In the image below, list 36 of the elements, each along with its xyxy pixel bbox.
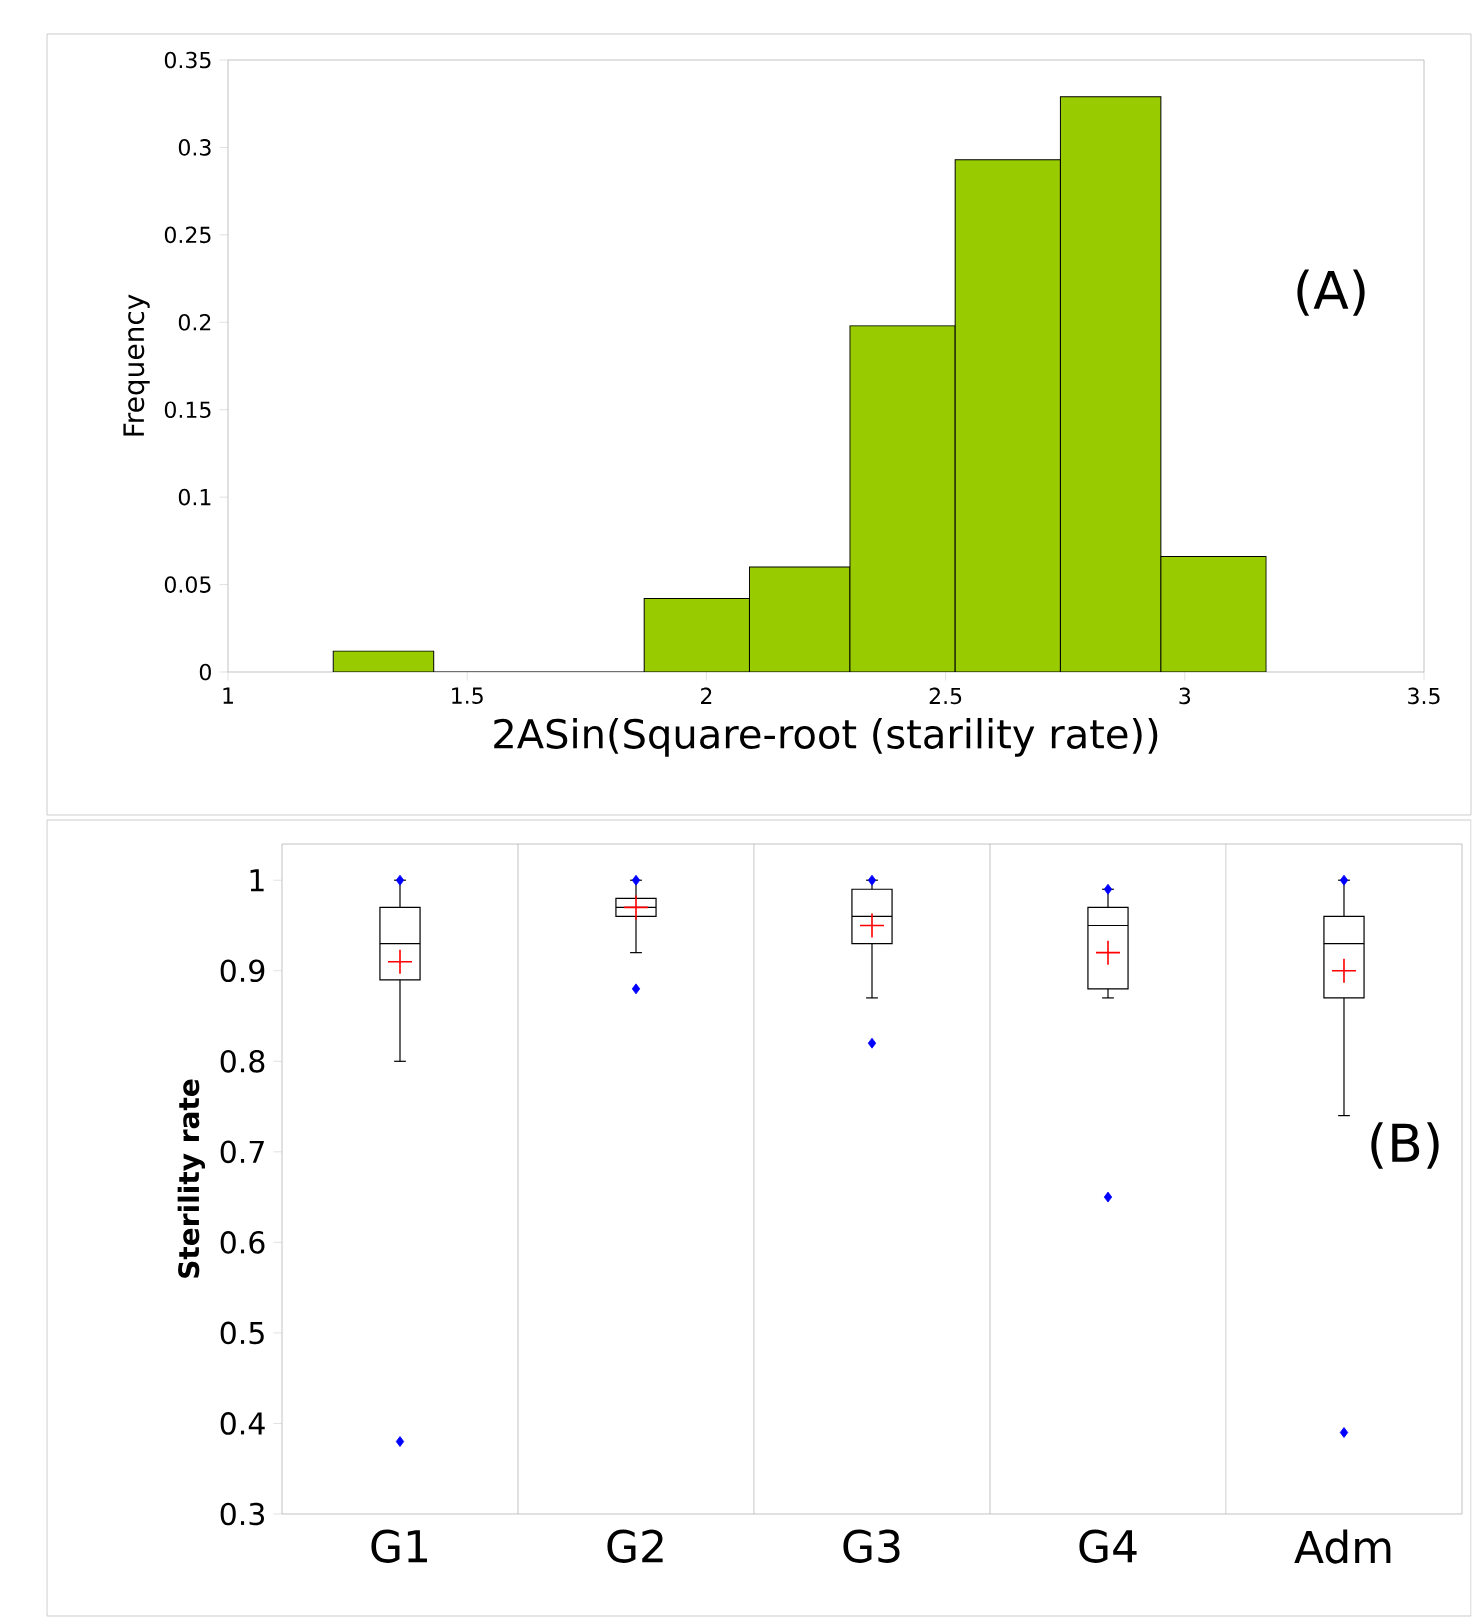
y-tick-label: 0.5 bbox=[220, 1321, 264, 1345]
x-tick-label: 2.5 bbox=[929, 687, 962, 705]
annotation: (A) bbox=[1297, 269, 1365, 316]
x-tick-label: 3 bbox=[1179, 687, 1191, 705]
y-tick-label: 0.9 bbox=[220, 959, 265, 983]
y-tick-label: 0.25 bbox=[164, 226, 211, 244]
y-tick-label: 0.15 bbox=[164, 401, 211, 419]
y-tick-label: 0.1 bbox=[178, 488, 211, 506]
y-tick-label: 0.6 bbox=[220, 1231, 265, 1254]
annotation: (B) bbox=[1371, 1122, 1439, 1169]
x-tick-label: G3 bbox=[843, 1529, 900, 1563]
x-tick-label: G2 bbox=[607, 1529, 663, 1563]
x-tick-label: G4 bbox=[1079, 1529, 1137, 1563]
point bbox=[859, 913, 884, 938]
x-tick-label: 1.5 bbox=[452, 687, 483, 704]
point bbox=[624, 895, 648, 920]
y-axis-title: Sterility rate bbox=[177, 1079, 205, 1278]
y-tick-label: 0.3 bbox=[178, 139, 211, 156]
y-tick-label: 0.2 bbox=[178, 313, 211, 331]
point bbox=[1096, 940, 1120, 965]
point bbox=[388, 949, 412, 974]
y-tick-label: 0.8 bbox=[220, 1049, 265, 1073]
point bbox=[1331, 958, 1356, 983]
y-tick-label: 0 bbox=[199, 663, 211, 681]
x-tick-label: 3.5 bbox=[1408, 687, 1440, 705]
y-tick-label: 0.35 bbox=[164, 51, 211, 69]
y-tick-label: 0.4 bbox=[220, 1412, 265, 1435]
y-tick-label: 1 bbox=[250, 869, 264, 892]
y-tick-label: 0.3 bbox=[220, 1502, 264, 1526]
x-tick-label: G1 bbox=[371, 1529, 427, 1563]
x-tick-label: Adm bbox=[1294, 1529, 1391, 1564]
y-tick-label: 0.05 bbox=[164, 576, 211, 593]
y-tick-label: 0.7 bbox=[220, 1140, 264, 1164]
x-axis-title: 2ASin(Square-root (starility rate)) bbox=[494, 717, 1158, 757]
y-axis-title: Frequency bbox=[123, 294, 150, 436]
x-tick-label: 2 bbox=[701, 687, 712, 704]
